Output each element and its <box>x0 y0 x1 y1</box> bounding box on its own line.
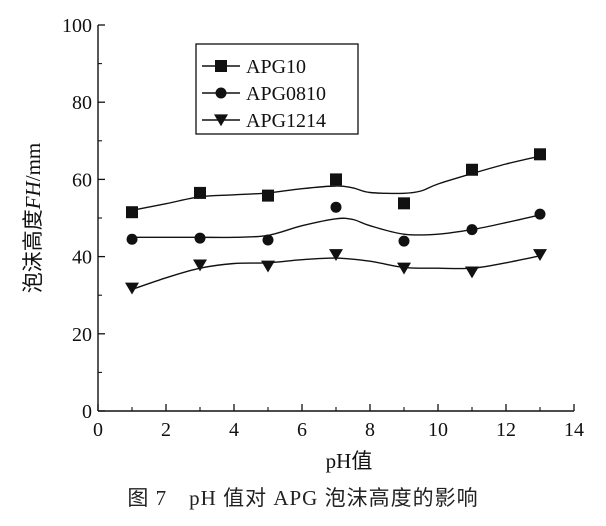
data-point-apg10 <box>466 163 478 176</box>
y-axis-label-main: 泡沫高度 <box>21 209 45 293</box>
figure-caption: 图 7 pH 值对 APG 泡沫高度的影响 <box>127 486 479 510</box>
axes <box>97 24 575 412</box>
data-point-apg10 <box>398 197 410 210</box>
legend-label-apg1214: APG1214 <box>246 110 326 132</box>
data-point-apg1214 <box>125 282 139 295</box>
legend-marker-apg10 <box>215 60 227 72</box>
y-tick-label: 0 <box>82 401 92 423</box>
data-point-apg0810 <box>466 224 478 236</box>
data-point-apg0810 <box>194 232 206 244</box>
x-tick-label: 6 <box>297 419 307 441</box>
legend-label-apg0810: APG0810 <box>246 83 326 105</box>
x-tick-label: 10 <box>428 419 448 441</box>
data-point-apg10 <box>534 148 546 161</box>
legend-marker-apg1214 <box>214 114 228 127</box>
data-point-apg0810 <box>330 201 342 213</box>
data-point-apg0810 <box>398 235 410 247</box>
legend-marker-apg0810 <box>215 87 227 99</box>
x-axis-label: pH值 <box>326 449 373 473</box>
y-axis-label-symbol: FH <box>21 179 45 210</box>
y-tick-label: 100 <box>62 15 92 37</box>
data-point-apg0810 <box>534 208 546 220</box>
data-point-apg1214 <box>397 262 411 275</box>
data-point-apg1214 <box>533 249 547 261</box>
data-point-apg1214 <box>261 260 275 273</box>
tick-labels: 0 2 4 6 8 10 12 14 0 20 40 60 80 100 <box>62 15 584 441</box>
y-axis-label: 泡沫高度FH/mm <box>21 143 45 294</box>
data-point-apg10 <box>126 206 138 219</box>
x-tick-label: 14 <box>564 419 584 441</box>
x-tick-label: 2 <box>161 419 171 441</box>
legend-label-apg10: APG10 <box>246 56 306 78</box>
y-tick-label: 80 <box>72 92 92 114</box>
data-point-apg10 <box>262 189 274 202</box>
y-tick-label: 60 <box>72 169 92 191</box>
legend: APG10 APG0810 APG1214 <box>195 43 359 135</box>
fit-curve-apg10 <box>131 155 541 211</box>
x-tick-label: 12 <box>496 419 516 441</box>
y-tick-label: 40 <box>72 247 92 269</box>
x-tick-label: 0 <box>93 419 103 441</box>
data-point-apg0810 <box>262 234 274 246</box>
data-point-apg1214 <box>465 266 479 279</box>
data-point-apg1214 <box>329 249 343 261</box>
data-points <box>125 148 547 295</box>
x-tick-label: 8 <box>365 419 375 441</box>
y-axis-label-unit: /mm <box>21 143 45 182</box>
chart: 0 2 4 6 8 10 12 14 0 20 40 60 80 100 pH值 泡沫高度FH/mm AP… <box>21 15 584 473</box>
data-point-apg0810 <box>126 233 138 245</box>
data-point-apg1214 <box>193 259 207 272</box>
y-tick-label: 20 <box>72 324 92 346</box>
x-tick-label: 4 <box>229 419 239 441</box>
fit-curve-apg0810 <box>132 214 541 239</box>
data-point-apg10 <box>330 173 342 186</box>
data-point-apg10 <box>194 186 206 199</box>
